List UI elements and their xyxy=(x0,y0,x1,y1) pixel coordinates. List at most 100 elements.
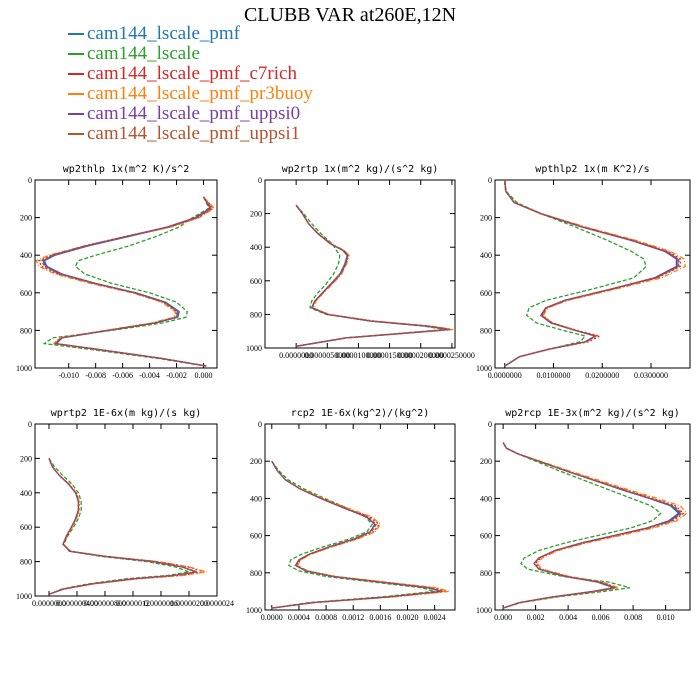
chart-panel: wp2rtp 1x(m^2 kg)/(s^2 kg) 0 200 400 600 800 1… xyxy=(246,164,475,360)
x-tick-label: 0.0020 xyxy=(397,613,419,622)
plot-frame xyxy=(34,423,218,597)
y-tick-label: 600 xyxy=(250,277,262,286)
y-tick-label: 400 xyxy=(250,243,262,252)
x-tick-label: 0.0000000 xyxy=(488,371,522,380)
y-tick-label: 600 xyxy=(480,532,492,541)
y-tick-label: 800 xyxy=(480,569,492,578)
x-tick-label: 0.0300000 xyxy=(634,371,668,380)
panel-title: wpthlp2 1x(m K^2)/s xyxy=(535,164,649,175)
panel-title: wp2rcp 1E-3x(m^2 kg)/(s^2 kg) xyxy=(505,408,680,419)
y-tick-label: 800 xyxy=(20,558,32,567)
x-tick-label: 0.000 xyxy=(195,371,213,380)
x-tick-label: 0.0024 xyxy=(424,613,446,622)
chart-panel: wpthlp2 1x(m K^2)/s 0 200 400 600 800 10000.00… xyxy=(476,164,691,380)
x-tick-label: 0.0000016 xyxy=(144,599,178,608)
y-tick-label: 200 xyxy=(480,457,492,466)
series-line xyxy=(504,180,680,367)
x-tick-label: -0.002 xyxy=(166,371,187,380)
y-tick-label: 0 xyxy=(488,176,492,185)
x-tick-label: 0.0000150000 xyxy=(367,351,413,360)
x-tick-label: 0.00000200 xyxy=(170,599,208,608)
y-tick-label: 0 xyxy=(258,420,262,429)
y-tick-label: 0 xyxy=(488,420,492,429)
legend-swatch xyxy=(68,53,84,55)
x-tick-label: -0.008 xyxy=(85,371,106,380)
legend-swatch xyxy=(68,73,84,75)
chart-panel: rcp2 1E-6x(kg^2)/(kg^2) 0 200 400 600 800 1000… xyxy=(246,408,456,622)
y-tick-label: 1000 xyxy=(476,606,492,615)
series-line xyxy=(504,180,647,367)
plot-frame xyxy=(34,179,218,369)
x-tick-label: 0.008 xyxy=(624,613,642,622)
y-tick-label: 800 xyxy=(250,569,262,578)
legend-swatch xyxy=(68,93,84,95)
y-tick-label: 200 xyxy=(250,457,262,466)
chart-panel: wp2thlp 1x(m^2 K)/s^2 0 200 400 600 800 1000 -0… xyxy=(16,164,218,380)
x-tick-label: 0.0000 xyxy=(261,613,283,622)
legend-label: cam144_lscale_pmf_uppsi1 xyxy=(87,123,301,144)
plot-frame xyxy=(264,423,456,611)
y-tick-label: 600 xyxy=(480,289,492,298)
legend-item: cam144_lscale xyxy=(68,43,313,64)
y-tick-label: 800 xyxy=(20,326,32,335)
legend-item: cam144_lscale_pmf_uppsi0 xyxy=(68,103,313,124)
y-tick-label: 400 xyxy=(480,494,492,503)
series-line xyxy=(295,204,454,347)
y-tick-label: 600 xyxy=(20,523,32,532)
y-tick-label: 200 xyxy=(20,454,32,463)
x-tick-label: 0.0016 xyxy=(369,613,391,622)
x-tick-label: 0.0000000 xyxy=(279,351,313,360)
legend-item: cam144_lscale_pmf_pr3buoy xyxy=(68,83,313,104)
panel-title: wp2thlp 1x(m^2 K)/s^2 xyxy=(63,164,189,175)
y-tick-label: 1000 xyxy=(246,606,262,615)
x-tick-label: -0.010 xyxy=(58,371,79,380)
x-tick-label: 0.002 xyxy=(527,613,545,622)
y-tick-label: 800 xyxy=(250,310,262,319)
x-tick-label: 0.0100000 xyxy=(537,371,571,380)
series-line xyxy=(40,196,213,367)
chart-panel: wp2rcp 1E-3x(m^2 kg)/(s^2 kg) 0 200 400 600 8… xyxy=(476,408,691,622)
x-tick-label: 0.0000012 xyxy=(116,599,150,608)
legend-label: cam144_lscale_pmf_uppsi0 xyxy=(87,103,301,124)
y-tick-label: 400 xyxy=(250,494,262,503)
y-tick-label: 200 xyxy=(20,214,32,223)
x-tick-label: 0.0000250000 xyxy=(429,351,475,360)
x-tick-label: 0.010 xyxy=(657,613,675,622)
x-tick-label: -0.006 xyxy=(112,371,133,380)
series-line xyxy=(502,442,688,609)
x-tick-label: -0.004 xyxy=(139,371,160,380)
y-tick-label: 600 xyxy=(250,532,262,541)
y-tick-label: 800 xyxy=(480,326,492,335)
y-tick-label: 400 xyxy=(20,251,32,260)
series-line xyxy=(271,460,444,609)
series-line xyxy=(271,460,448,609)
x-tick-label: 0.000000400 xyxy=(56,599,98,608)
x-tick-label: 0.000 xyxy=(494,613,512,622)
series-line xyxy=(48,458,198,595)
x-tick-label: 0.004 xyxy=(559,613,577,622)
series-line xyxy=(502,442,682,609)
x-tick-label: 0.0004 xyxy=(288,613,310,622)
chart-title: CLUBB VAR at260E,12N xyxy=(243,4,457,26)
x-tick-label: 0.0000100000 xyxy=(335,351,381,360)
y-tick-label: 1000 xyxy=(16,364,32,373)
series-line xyxy=(271,460,450,609)
x-tick-label: 0.0200000 xyxy=(585,371,619,380)
y-tick-label: 600 xyxy=(20,289,32,298)
legend-swatch xyxy=(68,113,84,115)
x-tick-label: 0.0012 xyxy=(342,613,364,622)
series-line xyxy=(35,196,216,367)
y-tick-label: 400 xyxy=(480,251,492,260)
series-line xyxy=(295,204,451,347)
x-tick-label: 0.0000200000 xyxy=(398,351,444,360)
series-line xyxy=(295,204,451,347)
panel-title: wprtp2 1E-6x(m kg)/(s kg) xyxy=(51,408,202,419)
legend-swatch xyxy=(68,33,84,35)
series-line xyxy=(48,458,192,595)
series-line xyxy=(502,442,662,609)
plot-frame xyxy=(494,179,691,369)
y-tick-label: 400 xyxy=(20,489,32,498)
plot-frame xyxy=(494,423,691,611)
x-tick-label: 0.0008 xyxy=(315,613,337,622)
